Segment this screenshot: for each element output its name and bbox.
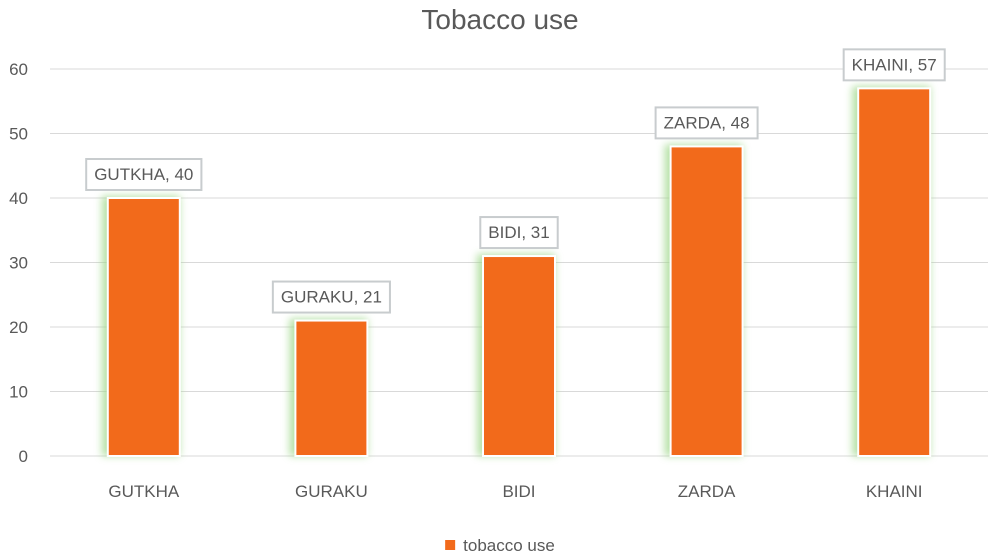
y-tick-label: 40: [9, 189, 28, 208]
data-label-box: [654, 106, 759, 140]
bar: [294, 319, 369, 457]
x-tick-label: GUTKHA: [108, 482, 180, 501]
x-axis: GUTKHA GURAKU BIDI ZARDA KHAINI: [108, 482, 922, 501]
data-label-box: [479, 216, 559, 250]
data-labels: GUTKHA, 40 GURAKU, 21 BIDI, 31 ZARDA, 48 KHA…: [85, 48, 946, 314]
y-tick-label: 60: [9, 60, 28, 79]
data-label-text: GURAKU, 21: [281, 288, 382, 307]
data-label: ZARDA, 48: [654, 106, 759, 140]
x-tick-label: ZARDA: [678, 482, 736, 501]
data-label: BIDI, 31: [479, 216, 559, 250]
data-label-box: [271, 280, 391, 314]
y-tick-label: 0: [19, 447, 28, 466]
data-label-text: ZARDA, 48: [664, 113, 750, 132]
y-tick-label: 20: [9, 318, 28, 337]
y-axis: 0 10 20 30 40 50 60: [9, 60, 28, 466]
legend-label: tobacco use: [463, 536, 555, 555]
x-tick-label: KHAINI: [866, 482, 923, 501]
data-label-text: GUTKHA, 40: [94, 165, 193, 184]
legend: tobacco use: [445, 536, 555, 555]
y-tick-label: 50: [9, 125, 28, 144]
data-label: GUTKHA, 40: [85, 158, 203, 191]
chart-title: Tobacco use: [421, 4, 578, 35]
x-tick-label: BIDI: [502, 482, 535, 501]
data-label-text: KHAINI, 57: [852, 55, 937, 74]
x-tick-label: GURAKU: [295, 482, 368, 501]
bar: [106, 197, 181, 457]
data-label-box: [85, 158, 203, 191]
data-label: GURAKU, 21: [271, 280, 391, 314]
y-tick-label: 10: [9, 383, 28, 402]
bar: [482, 255, 556, 457]
legend-swatch: [445, 540, 456, 550]
data-label-text: BIDI, 31: [488, 223, 549, 242]
bar: [857, 87, 932, 457]
y-tick-label: 30: [9, 254, 28, 273]
bar: [669, 145, 744, 457]
data-label: KHAINI, 57: [842, 48, 946, 82]
bars: [101, 86, 932, 457]
data-label-box: [842, 48, 946, 82]
